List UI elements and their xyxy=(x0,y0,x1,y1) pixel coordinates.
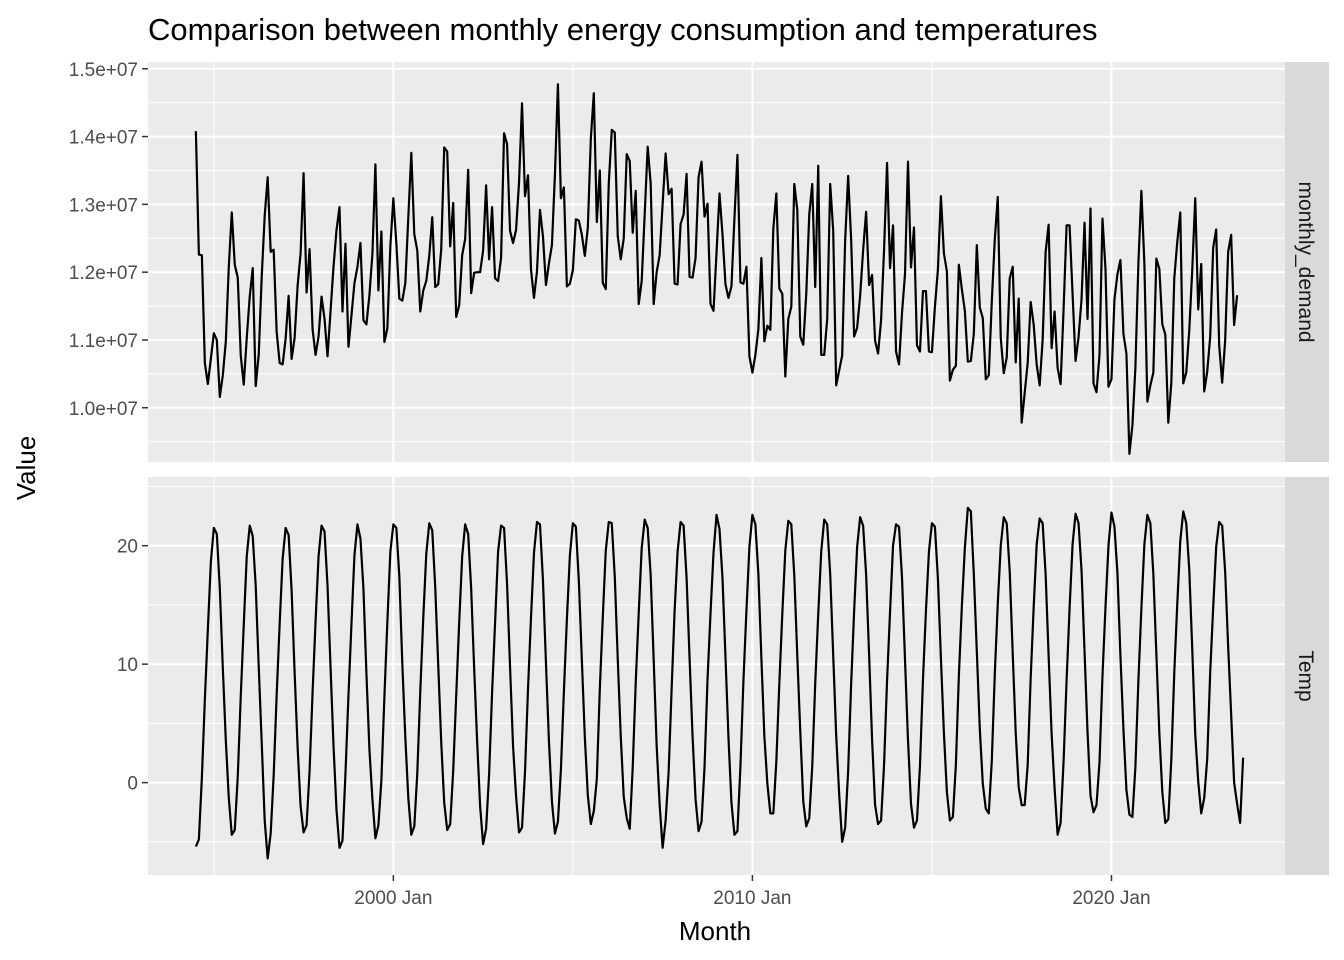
y-tick-label: 1.2e+07 xyxy=(69,263,138,284)
facet-panels: 1.0e+07 1.1e+07 1.2e+07 1.3e+07 1.4e+07 1.5e+… xyxy=(69,60,1329,875)
x-axis-title: Month xyxy=(679,916,751,946)
x-tick-label: 2020 Jan xyxy=(1072,888,1150,909)
facet-panel-monthly_demand: 1.0e+07 1.1e+07 1.2e+07 1.3e+07 1.4e+07 1.5e+… xyxy=(69,60,1329,462)
y-tick-label: 1.5e+07 xyxy=(69,60,138,81)
y-tick-label: 1.4e+07 xyxy=(69,128,138,149)
y-tick-label: 0 xyxy=(127,774,138,795)
series-line-Temp xyxy=(194,506,1245,860)
x-axis: 2000 Jan 2010 Jan 2020 Jan xyxy=(354,875,1151,909)
facet-panel-Temp: 0 10 20 Temp xyxy=(117,477,1329,875)
y-tick-label: 1.3e+07 xyxy=(69,195,138,216)
y-tick-label: 1.1e+07 xyxy=(69,331,138,352)
y-tick-label: 20 xyxy=(117,537,138,558)
series-line-monthly_demand xyxy=(194,83,1239,455)
y-tick-label: 10 xyxy=(117,655,138,676)
facet-strip xyxy=(1285,477,1329,875)
y-tick-label: 1.0e+07 xyxy=(69,399,138,420)
chart-title: Comparison between monthly energy consum… xyxy=(148,12,1097,47)
x-tick-label: 2010 Jan xyxy=(713,888,791,909)
x-tick-label: 2000 Jan xyxy=(354,888,432,909)
facet-strip-label: Temp xyxy=(1294,650,1317,701)
facet-strip-label: monthly_demand xyxy=(1294,181,1317,342)
facet-strip xyxy=(1285,62,1329,462)
y-axis-title: Value xyxy=(11,436,41,501)
